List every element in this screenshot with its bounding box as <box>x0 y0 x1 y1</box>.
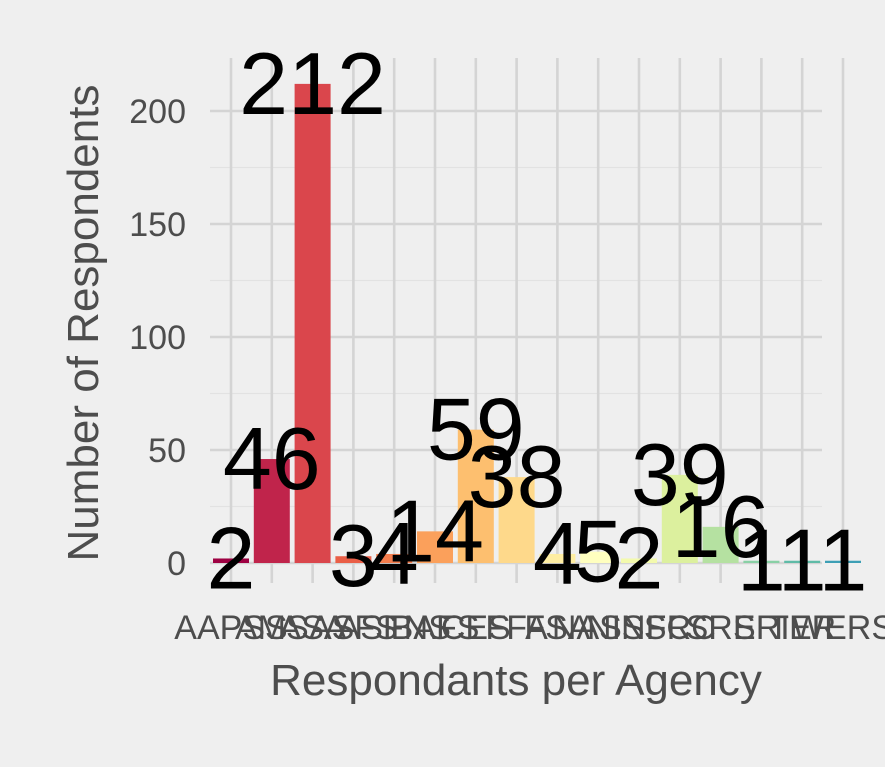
y-tick-label: 100 <box>129 319 186 357</box>
bar-ter <box>784 560 821 563</box>
bar-ces <box>457 429 494 563</box>
bars <box>213 83 861 563</box>
data-label: 1 <box>819 511 868 610</box>
x-tick-label: BAFS <box>391 609 480 647</box>
bar-aapss <box>213 558 249 563</box>
bar-wers <box>825 560 861 563</box>
x-tick-label: ASFNS <box>338 609 451 647</box>
x-tick-label: SRI <box>733 609 790 647</box>
x-tick-label: CES <box>441 609 511 647</box>
bar-ninfc <box>621 558 657 563</box>
data-label: 59 <box>427 380 525 479</box>
bar-fsa <box>539 553 576 563</box>
data-label: 38 <box>468 427 566 526</box>
data-label: 3 <box>329 506 378 605</box>
data-label: 1 <box>737 511 786 610</box>
bar-bafs <box>417 531 453 563</box>
x-axis-title: Respondants per Agency <box>270 656 762 705</box>
x-tick-label: NASS <box>552 609 645 647</box>
data-label: 2 <box>615 508 664 607</box>
y-tick-label: 200 <box>129 93 186 131</box>
data-label: 39 <box>631 425 729 524</box>
bar-sre <box>702 526 739 563</box>
x-tick-label: ASFS <box>309 609 398 647</box>
x-tick-label: ASA <box>279 609 347 647</box>
y-tick-label: 0 <box>167 545 186 583</box>
x-tick-label: SRE <box>686 609 756 647</box>
x-tick-label: SRC <box>644 609 716 647</box>
y-tick-label: 150 <box>129 206 186 244</box>
y-tick-label: 50 <box>148 432 186 470</box>
bar-asa <box>294 83 331 563</box>
x-tick-label: FSA <box>524 609 590 647</box>
bar-src <box>661 474 698 563</box>
bar-ams <box>253 459 290 563</box>
y-axis-title: Number of Respondents <box>59 85 108 562</box>
x-tick-labels: AAPSSAMSASAASFSASFNSBAFSCESFFAFSANASSNIN… <box>174 609 885 647</box>
data-label: 46 <box>223 409 321 508</box>
x-tick-label: AAPSS <box>174 609 287 647</box>
data-label: 14 <box>386 481 484 580</box>
bar-asfs <box>335 556 372 563</box>
data-label: 2 <box>207 508 256 607</box>
x-tick-label: AMS <box>235 609 309 647</box>
x-tick-label: NINFC <box>587 609 691 647</box>
bar-ffa <box>498 477 535 563</box>
bar-nass <box>580 551 617 563</box>
y-tick-labels: 0 50 100 150 200 <box>129 93 186 583</box>
data-label: 1 <box>778 511 827 610</box>
data-label: 5 <box>574 502 623 601</box>
data-label: 4 <box>533 504 582 603</box>
data-label: 212 <box>239 34 386 133</box>
x-tick-label: FFA <box>485 609 548 647</box>
x-tick-label: WERS <box>792 609 885 647</box>
data-label: 16 <box>672 477 770 576</box>
data-label: 4 <box>370 504 419 603</box>
bar-asfns <box>376 553 413 563</box>
x-tick-label: TER <box>768 609 836 647</box>
bar-sri <box>743 560 780 563</box>
